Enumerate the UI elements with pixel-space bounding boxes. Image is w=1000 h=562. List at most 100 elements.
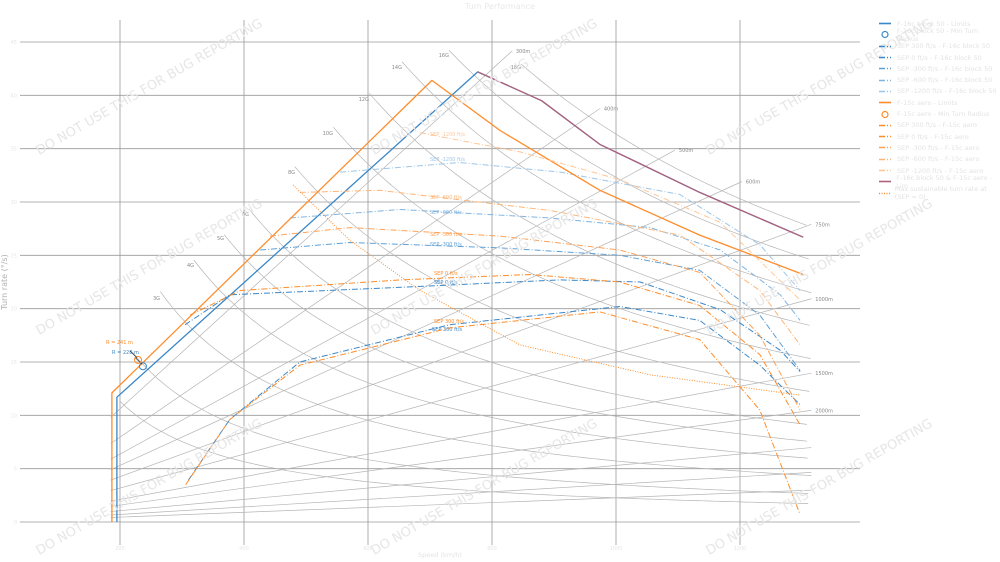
legend-label: SEP -300 ft/s - F-15c aero bbox=[897, 143, 980, 152]
y-tick-label: 45 bbox=[11, 40, 17, 46]
g-line-label: 14G bbox=[392, 65, 402, 71]
x-tick-label: 1200 bbox=[734, 546, 747, 552]
g-line-label: 5G bbox=[217, 236, 224, 242]
legend-item[interactable]: SEP -1200 ft/s - F-16c block 50 bbox=[878, 86, 1000, 97]
g-line bbox=[333, 126, 811, 359]
x-tick-label: 800 bbox=[487, 546, 497, 552]
radius-line bbox=[110, 50, 513, 418]
radius-line-label: 1500m bbox=[815, 371, 833, 377]
guide-lines: 3G 4G 5G 6G 8G 10G 12G 14G 16G 18G 300m 400m 500m 600… bbox=[110, 49, 833, 518]
x-tick-label: 1000 bbox=[610, 546, 623, 552]
legend-item[interactable]: F-16c block 50 & F-15c aero - Lim bbox=[878, 173, 1000, 190]
series-line bbox=[184, 279, 801, 372]
g-line bbox=[520, 63, 807, 226]
legend-line-icon bbox=[879, 180, 891, 183]
y-tick-label: 30 bbox=[11, 200, 17, 206]
radius-line bbox=[110, 181, 743, 470]
legend-label: SEP 0 ft/s - F-15c aero bbox=[897, 132, 969, 141]
radius-line bbox=[110, 108, 601, 444]
sep-label: SEP -1200 ft/s bbox=[430, 132, 465, 138]
series-line bbox=[260, 242, 801, 371]
y-tick-label: 10 bbox=[11, 413, 17, 419]
sep-label: SEP 300 ft/s bbox=[434, 319, 464, 325]
radius-line bbox=[110, 224, 812, 481]
g-line bbox=[193, 259, 808, 459]
x-axis-label: Speed (km/h) bbox=[418, 551, 462, 559]
legend-item[interactable]: SEP 300 ft/s - F-15c aero bbox=[878, 120, 1000, 131]
chart-title: Turn Performance bbox=[464, 2, 535, 11]
radius-line-label: 300m bbox=[516, 49, 531, 55]
legend-line-icon bbox=[879, 169, 891, 172]
radius-line-label: 1000m bbox=[815, 297, 833, 303]
sep-label: SEP 0 ft/s bbox=[434, 271, 458, 277]
sep-label: SEP -600 ft/s bbox=[430, 195, 462, 201]
g-line bbox=[294, 166, 810, 392]
legend-line-icon bbox=[879, 22, 891, 25]
y-tick-label: 25 bbox=[11, 253, 17, 259]
legend-label: SEP -1200 ft/s - F-16c block 50 bbox=[897, 87, 997, 96]
sep-label: SEP 300 ft/s bbox=[432, 327, 462, 333]
legend-item[interactable]: SEP 0 ft/s - F-15c aero bbox=[878, 131, 1000, 142]
legend-label: SEP 300 ft/s - F-15c aero bbox=[897, 121, 977, 130]
min-radius-marker bbox=[138, 362, 147, 371]
g-line bbox=[132, 351, 809, 494]
series-line bbox=[420, 132, 801, 301]
legend-item[interactable]: Max sustainable turn rate at (SEP = 0) bbox=[878, 185, 1000, 202]
legend-circle-icon bbox=[881, 31, 889, 39]
legend-label: SEP 300 ft/s - F-16c block 50 bbox=[897, 42, 991, 51]
radius-line-label: 500m bbox=[679, 148, 694, 154]
legend-item[interactable]: SEP -600 ft/s - F-16c block 50 bbox=[878, 74, 1000, 85]
g-line bbox=[160, 291, 812, 476]
y-tick-label: 0 bbox=[14, 520, 17, 526]
legend-item[interactable]: SEP -600 ft/s - F-15c aero bbox=[878, 154, 1000, 165]
legend-line-icon bbox=[879, 135, 891, 138]
y-axis-label: Turn rate (°/s) bbox=[0, 254, 9, 310]
radius-line-label: 750m bbox=[815, 222, 830, 228]
g-line-label: 6G bbox=[242, 212, 249, 218]
legend-label: Max sustainable turn rate at (SEP = 0) bbox=[894, 185, 987, 202]
min-radius-marker bbox=[133, 355, 142, 364]
legend-item[interactable]: F-15c aero - Limits bbox=[878, 97, 1000, 108]
y-tick-label: 40 bbox=[11, 93, 17, 99]
y-tick-label: 15 bbox=[11, 360, 17, 366]
series-line bbox=[340, 162, 801, 291]
min-radius-arrow bbox=[134, 356, 143, 365]
legend-label: F-16c block 50 - Min Turn Radius bbox=[896, 26, 979, 43]
radius-line bbox=[110, 372, 812, 502]
legend-line-icon bbox=[879, 101, 891, 104]
radius-line bbox=[110, 472, 812, 516]
legend-item[interactable]: SEP -300 ft/s - F-16c block 50 bbox=[878, 63, 1000, 74]
legend-item[interactable]: F-15c aero - Min Turn Radius bbox=[878, 108, 1000, 119]
series-line bbox=[189, 274, 801, 426]
sep-label: SEP -300 ft/s bbox=[430, 242, 462, 248]
legend-circle-icon bbox=[881, 110, 889, 118]
legend-item[interactable]: F-16c block 50 - Limits bbox=[878, 18, 1000, 29]
series-line bbox=[289, 209, 801, 321]
series-line bbox=[116, 71, 804, 522]
legend-line-icon bbox=[879, 68, 891, 70]
legend-item[interactable]: SEP -300 ft/s - F-15c aero bbox=[878, 142, 1000, 153]
series-line bbox=[292, 184, 801, 396]
legend-item[interactable]: F-16c block 50 - Min Turn Radius bbox=[878, 26, 1000, 43]
series-line bbox=[299, 189, 801, 346]
legend-label: F-15c aero - Min Turn Radius bbox=[897, 110, 990, 119]
g-line-label: 18G bbox=[511, 65, 521, 71]
min-radius-arrow bbox=[129, 350, 138, 359]
legend-item[interactable]: SEP 0 ft/s - F-16c block 50 bbox=[878, 52, 1000, 63]
y-tick-label: 35 bbox=[11, 147, 17, 153]
legend: F-16c block 50 - Limits F-16c block 50 - … bbox=[878, 18, 1000, 202]
series-line bbox=[477, 71, 804, 238]
radius-line bbox=[110, 447, 812, 512]
legend-item[interactable]: SEP 300 ft/s - F-16c block 50 bbox=[878, 41, 1000, 52]
series-line bbox=[111, 79, 804, 522]
g-line bbox=[401, 61, 812, 294]
g-line bbox=[119, 401, 809, 504]
g-line-label: 12G bbox=[359, 97, 369, 103]
legend-label: F-15c aero - Limits bbox=[897, 98, 958, 107]
radius-line bbox=[110, 149, 676, 460]
legend-item[interactable]: SEP -1200 ft/s - F-15c aero bbox=[878, 165, 1000, 176]
x-tick-label: 400 bbox=[239, 546, 249, 552]
legend-label: F-16c block 50 & F-15c aero - Lim bbox=[896, 173, 992, 190]
g-line-label: 16G bbox=[439, 53, 449, 59]
min-radius-label: R = 228 m bbox=[112, 350, 139, 356]
